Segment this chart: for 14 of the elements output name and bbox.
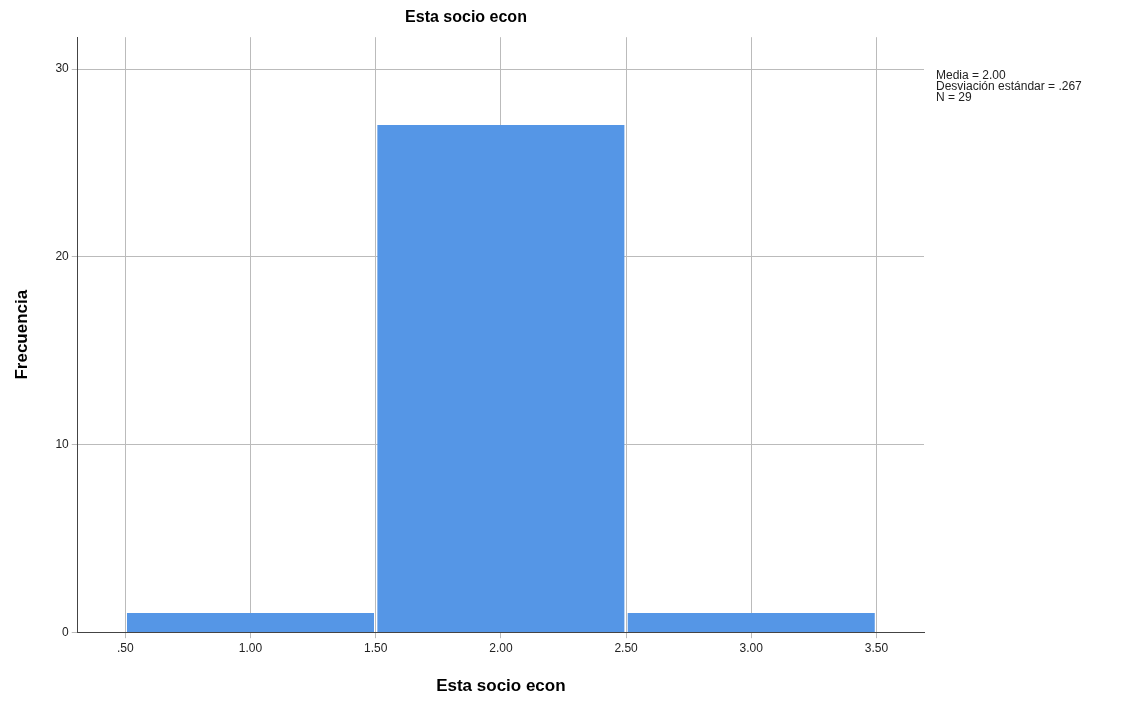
y-tick-label: 30 <box>55 61 70 76</box>
x-tick-label: 3.50 <box>864 640 889 655</box>
x-tick-label: 3.00 <box>739 640 764 655</box>
x-tick-label: 2.50 <box>614 640 639 655</box>
x-tick-label: 2.00 <box>489 640 513 655</box>
chart-title: Esta socio econ <box>405 8 527 26</box>
y-tick-label: 20 <box>55 249 70 264</box>
x-tick-label: 1.50 <box>364 640 388 655</box>
y-tick-label: 0 <box>62 624 70 639</box>
x-tick-label: .50 <box>116 640 134 655</box>
x-axis-title: Esta socio econ <box>436 676 566 696</box>
x-tick-label: 1.00 <box>238 640 263 655</box>
y-axis-title: Frecuencia <box>11 289 31 380</box>
y-tick-label: 10 <box>55 436 70 451</box>
